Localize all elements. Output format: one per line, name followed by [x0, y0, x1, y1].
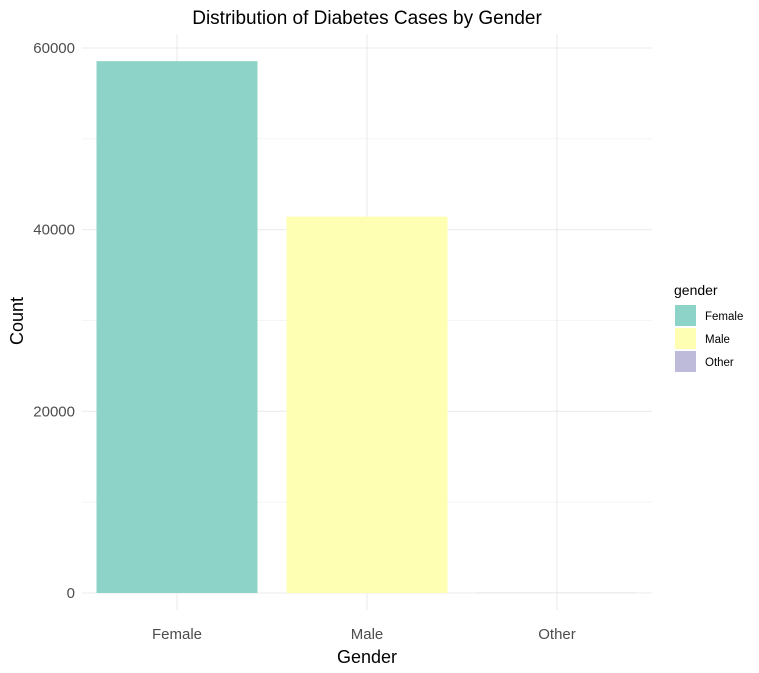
y-tick-label: 60000 [33, 40, 75, 57]
y-axis-title: Count [7, 297, 27, 345]
bar-female [96, 61, 258, 594]
y-tick-label: 20000 [33, 403, 75, 420]
chart-title: Distribution of Diabetes Cases by Gender [192, 8, 542, 29]
x-tick-label: Female [152, 626, 202, 643]
y-tick-label: 0 [67, 585, 75, 602]
legend: gender Female Male Other [674, 282, 743, 372]
legend-label: Male [705, 334, 730, 346]
legend-key-male [675, 328, 696, 349]
legend-label: Female [705, 311, 743, 323]
x-tick-label: Male [351, 626, 384, 643]
x-axis-title: Gender [337, 647, 397, 667]
legend-key-other [675, 351, 696, 372]
bar-male [286, 216, 448, 594]
legend-key-female [675, 305, 696, 326]
y-tick-label: 40000 [33, 222, 75, 239]
legend-title: gender [674, 282, 718, 298]
x-axis-ticks: Female Male Other [152, 626, 576, 643]
bars [96, 61, 638, 594]
x-tick-label: Other [538, 626, 576, 643]
y-axis-ticks: 0 20000 40000 60000 [33, 40, 75, 602]
legend-label: Other [705, 357, 734, 369]
